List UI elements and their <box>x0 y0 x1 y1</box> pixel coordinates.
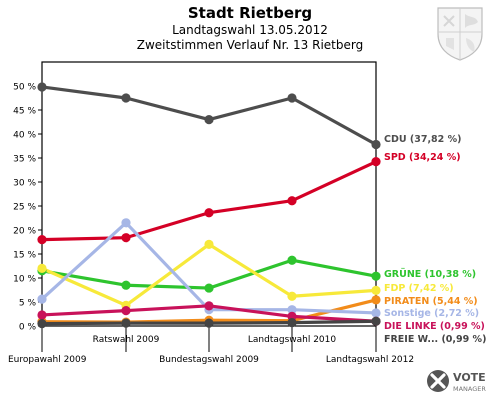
data-point <box>204 239 214 249</box>
chart-subtitle-desc: Zweitstimmen Verlauf Nr. 13 Rietberg <box>137 38 363 52</box>
y-tick-label: 35 % <box>13 155 36 165</box>
x-tick-label: Ratswahl 2009 <box>93 335 160 345</box>
data-point <box>121 306 131 316</box>
data-point <box>371 285 381 295</box>
y-axis: 0 % 5 % 10 % 15 % 20 % 25 % 30 % 35 % 40 % 45 % 50… <box>13 83 42 333</box>
y-tick-label: 10 % <box>13 275 36 285</box>
data-point <box>371 295 381 305</box>
data-point <box>37 294 47 304</box>
data-point <box>287 318 297 328</box>
data-point <box>37 263 47 273</box>
y-tick-label: 40 % <box>13 131 36 141</box>
data-point <box>204 208 214 218</box>
plot-area <box>41 61 377 327</box>
data-point <box>204 318 214 328</box>
data-point <box>121 280 131 290</box>
data-point <box>287 255 297 265</box>
series-label: FREIE W... (0,99 %) <box>384 334 486 345</box>
logo-word-manager: MANAGER <box>453 385 486 393</box>
series-label: FDP (7,42 %) <box>384 283 454 294</box>
data-point <box>37 235 47 245</box>
series-label: PIRATEN (5,44 %) <box>384 296 478 307</box>
data-point <box>287 305 297 315</box>
series-label: Sonstige (2,72 %) <box>384 308 479 319</box>
data-point <box>37 310 47 320</box>
data-point <box>371 308 381 318</box>
y-tick-label: 25 % <box>13 203 36 213</box>
data-point <box>37 319 47 329</box>
y-tick-label: 30 % <box>13 179 36 189</box>
data-point <box>371 271 381 281</box>
data-point <box>204 283 214 293</box>
series-points <box>37 82 381 329</box>
data-point <box>121 93 131 103</box>
series-labels: CDU (37,82 %) SPD (34,24 %) GRÜNE (10,38 %… <box>384 134 486 345</box>
y-tick-label: 15 % <box>13 251 36 261</box>
data-point <box>287 196 297 206</box>
series-label: DIE LINKE (0,99 %) <box>384 321 485 332</box>
data-point <box>371 316 381 326</box>
y-tick-label: 45 % <box>13 107 36 117</box>
x-tick-label: Landtagswahl 2010 <box>248 335 337 345</box>
data-point <box>371 139 381 150</box>
x-tick-label: Europawahl 2009 <box>8 355 87 365</box>
x-tick-label: Bundestagswahl 2009 <box>159 355 259 365</box>
y-tick-label: 0 % <box>19 323 37 333</box>
vote-manager-logo-icon: VOTE MANAGER <box>427 370 486 393</box>
series-label: CDU (37,82 %) <box>384 134 461 145</box>
data-point <box>121 218 131 228</box>
series-label: GRÜNE (10,38 %) <box>384 269 476 280</box>
data-point <box>371 157 381 167</box>
data-point <box>204 115 214 125</box>
data-point <box>121 318 131 328</box>
x-tick-label: Landtagswahl 2012 <box>326 355 414 365</box>
data-point <box>121 233 131 243</box>
y-tick-label: 5 % <box>19 299 37 309</box>
chart-subtitle-date: Landtagswahl 13.05.2012 <box>172 23 328 37</box>
x-axis: Europawahl 2009 Ratswahl 2009 Bundestagswa… <box>8 326 414 365</box>
data-point <box>204 301 214 311</box>
logo-word-vote: VOTE <box>453 371 486 384</box>
y-tick-label: 20 % <box>13 227 36 237</box>
coat-of-arms-icon <box>437 7 483 61</box>
data-point <box>37 82 47 92</box>
data-point <box>287 291 297 301</box>
y-tick-label: 50 % <box>13 83 36 93</box>
chart-title: Stadt Rietberg <box>188 4 312 22</box>
series-label: SPD (34,24 %) <box>384 152 461 163</box>
data-point <box>287 93 297 103</box>
